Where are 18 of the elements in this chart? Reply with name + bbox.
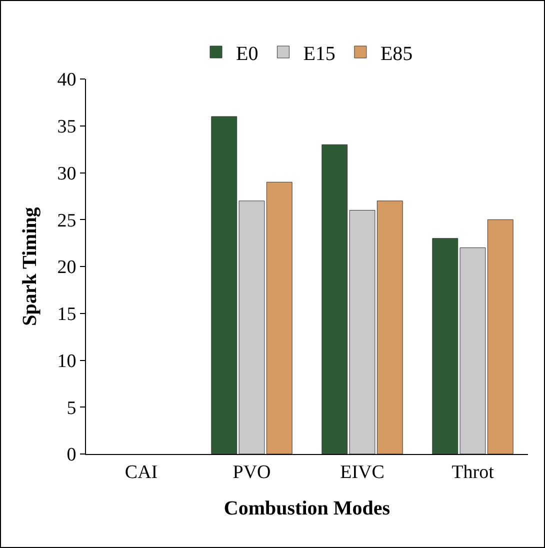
legend-label: E15 [303,42,336,65]
y-tick-label: 10 [57,350,76,372]
y-tick-label: 35 [57,116,76,138]
y-tick-label: 0 [66,444,76,466]
y-tick-label: 25 [57,210,76,232]
x-axis-title: Combustion Modes [224,497,390,520]
y-axis-title: Spark Timing [19,207,41,326]
legend-label: E0 [236,42,258,65]
x-tick-label: EIVC [340,462,384,483]
y-tick-label: 5 [66,398,76,419]
y-tick-label: 15 [57,304,76,326]
x-tick-label: PVO [232,462,271,483]
y-tick-label: 30 [57,163,76,184]
y-tick-label: 20 [57,257,76,278]
x-tick-label: CAI [124,462,158,483]
y-tick-label: 40 [57,70,76,91]
x-tick-label: Throt [452,462,495,483]
legend-label: E85 [380,42,413,65]
